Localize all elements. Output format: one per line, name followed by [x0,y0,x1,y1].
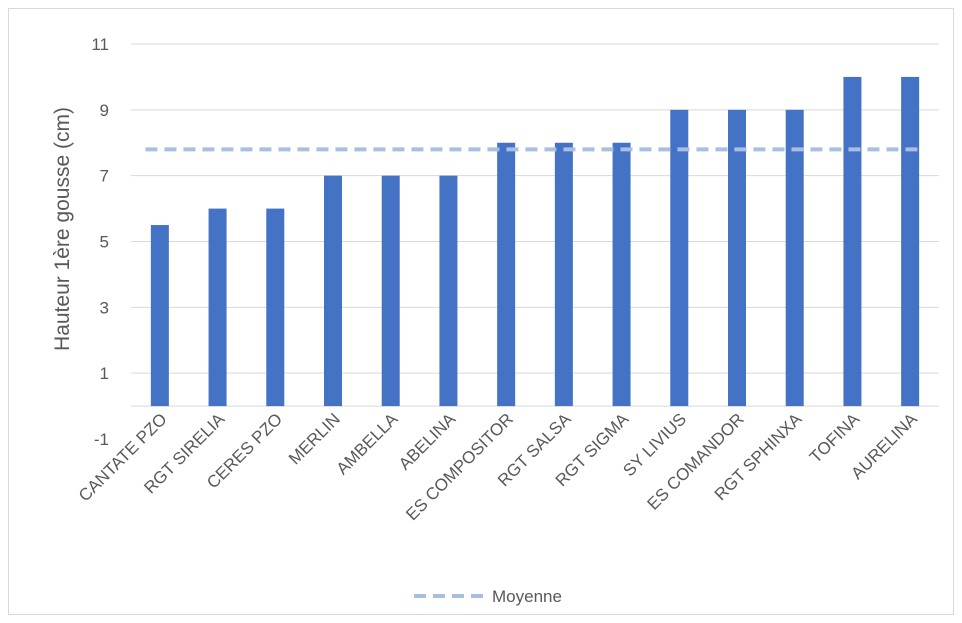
bars [150,76,920,407]
bar [150,225,169,407]
chart-frame: -1 1 3 5 7 9 11 CANTATE PZO RGT SIRELIA CERES PZ… [8,8,954,615]
bar [439,175,458,407]
x-tick-label: ES COMPOSITOR [402,409,517,524]
x-tick-label: AMBELLA [333,409,402,478]
bar [901,76,920,407]
y-tick-label: -1 [94,430,109,449]
bar [670,109,689,407]
bar [497,142,516,407]
legend-mean-label: Moyenne [492,587,562,606]
y-tick-label: 7 [100,167,109,186]
legend: Moyenne [414,587,562,606]
bar [728,109,746,407]
x-tick-label: MERLIN [285,409,344,468]
x-tick-label: ES COMANDOR [644,409,748,513]
bar [381,175,400,407]
y-tick-label: 3 [100,298,109,317]
bar [785,109,804,407]
gridlines [131,43,939,407]
y-tick-label: 5 [100,233,109,252]
bar [612,142,631,407]
y-axis-label: Hauteur 1ère gousse (cm) [51,107,74,351]
bar [266,208,285,407]
x-tick-label: TOFINA [806,409,864,467]
bar [554,142,573,407]
bar [208,208,227,407]
bar [324,175,342,407]
y-tick-label: 1 [100,364,109,383]
y-axis-ticks: -1 1 3 5 7 9 11 [91,35,109,449]
y-tick-label: 9 [100,101,109,120]
y-tick-label: 11 [91,35,109,54]
bar [843,76,862,407]
